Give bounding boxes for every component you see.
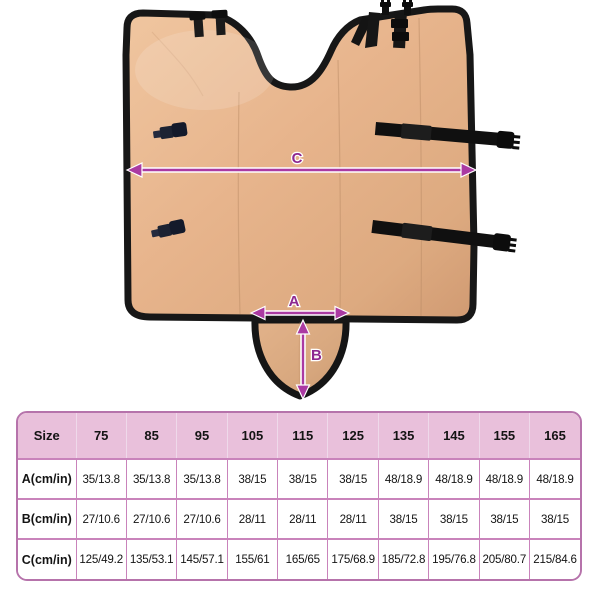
size-header-cell: Size: [18, 413, 76, 459]
value-cell: 38/15: [226, 458, 278, 499]
row-label-cell: A(cm/in): [18, 458, 76, 499]
value-cell: 38/15: [478, 498, 530, 539]
dimension-arrow-c: C: [125, 149, 478, 178]
col-header-cell: 135: [377, 413, 429, 459]
value-cell: 48/18.9: [529, 458, 580, 499]
value-cell: 48/18.9: [478, 458, 530, 499]
col-header-cell: 95: [176, 413, 228, 459]
col-header-cell: 85: [125, 413, 177, 459]
size-table-container: Size 75 85 95 105 115 125 135 145 155 16…: [16, 411, 582, 581]
col-header-cell: 165: [529, 413, 580, 459]
value-cell: 175/68.9: [327, 538, 379, 579]
value-cell: 38/15: [327, 458, 379, 499]
value-cell: 35/13.8: [125, 458, 177, 499]
col-header-cell: 75: [75, 413, 127, 459]
dimension-label-b: B: [311, 347, 322, 364]
value-cell: 28/11: [277, 498, 328, 539]
size-table: Size 75 85 95 105 115 125 135 145 155 16…: [18, 413, 580, 579]
strap-top-left-1: [189, 11, 206, 38]
value-cell: 28/11: [327, 498, 379, 539]
col-header-cell: 155: [478, 413, 530, 459]
value-cell: 27/10.6: [125, 498, 177, 539]
table-row-c: C(cm/in) 125/49.2 135/53.1 145/57.1 155/…: [18, 538, 580, 579]
value-cell: 145/57.1: [176, 538, 228, 579]
value-cell: 38/15: [377, 498, 429, 539]
col-header-cell: 115: [277, 413, 328, 459]
dimension-arrow-a: A: [249, 292, 351, 321]
strap-top-left-2: [211, 9, 228, 36]
strap-right-2: [371, 220, 517, 253]
value-cell: 28/11: [226, 498, 278, 539]
value-cell: 135/53.1: [125, 538, 177, 579]
product-figure: C A B: [122, 0, 521, 401]
buckle-left-1: [153, 122, 188, 140]
table-row-b: B(cm/in) 27/10.6 27/10.6 27/10.6 28/11 2…: [18, 498, 580, 539]
value-cell: 27/10.6: [176, 498, 228, 539]
strap-top-right-1: [351, 0, 391, 48]
value-cell: 38/15: [428, 498, 480, 539]
value-cell: 185/72.8: [377, 538, 429, 579]
dimension-arrow-b: B: [295, 318, 323, 401]
strap-top-right-2: [391, 0, 413, 49]
value-cell: 205/80.7: [478, 538, 530, 579]
size-table-header-row: Size 75 85 95 105 115 125 135 145 155 16…: [18, 413, 580, 459]
value-cell: 125/49.2: [75, 538, 127, 579]
value-cell: 155/61: [226, 538, 278, 579]
col-header-cell: 145: [428, 413, 480, 459]
value-cell: 195/76.8: [428, 538, 480, 579]
value-cell: 165/65: [277, 538, 328, 579]
row-label-cell: B(cm/in): [18, 498, 76, 539]
row-label-cell: C(cm/in): [18, 538, 76, 579]
col-header-cell: 105: [226, 413, 278, 459]
dimension-label-c: C: [292, 150, 303, 167]
value-cell: 48/18.9: [377, 458, 429, 499]
value-cell: 38/15: [529, 498, 580, 539]
cover-outline: [122, 5, 478, 324]
value-cell: 35/13.8: [75, 458, 127, 499]
table-row-a: A(cm/in) 35/13.8 35/13.8 35/13.8 38/15 3…: [18, 458, 580, 499]
col-header-cell: 125: [327, 413, 379, 459]
buckle-left-2: [151, 219, 186, 238]
value-cell: 27/10.6: [75, 498, 127, 539]
fabric-highlight: [135, 30, 275, 110]
dimension-label-a: A: [289, 293, 300, 310]
value-cell: 38/15: [277, 458, 328, 499]
strap-right-1: [374, 121, 521, 150]
value-cell: 215/84.6: [529, 538, 580, 579]
value-cell: 48/18.9: [428, 458, 480, 499]
value-cell: 35/13.8: [176, 458, 228, 499]
